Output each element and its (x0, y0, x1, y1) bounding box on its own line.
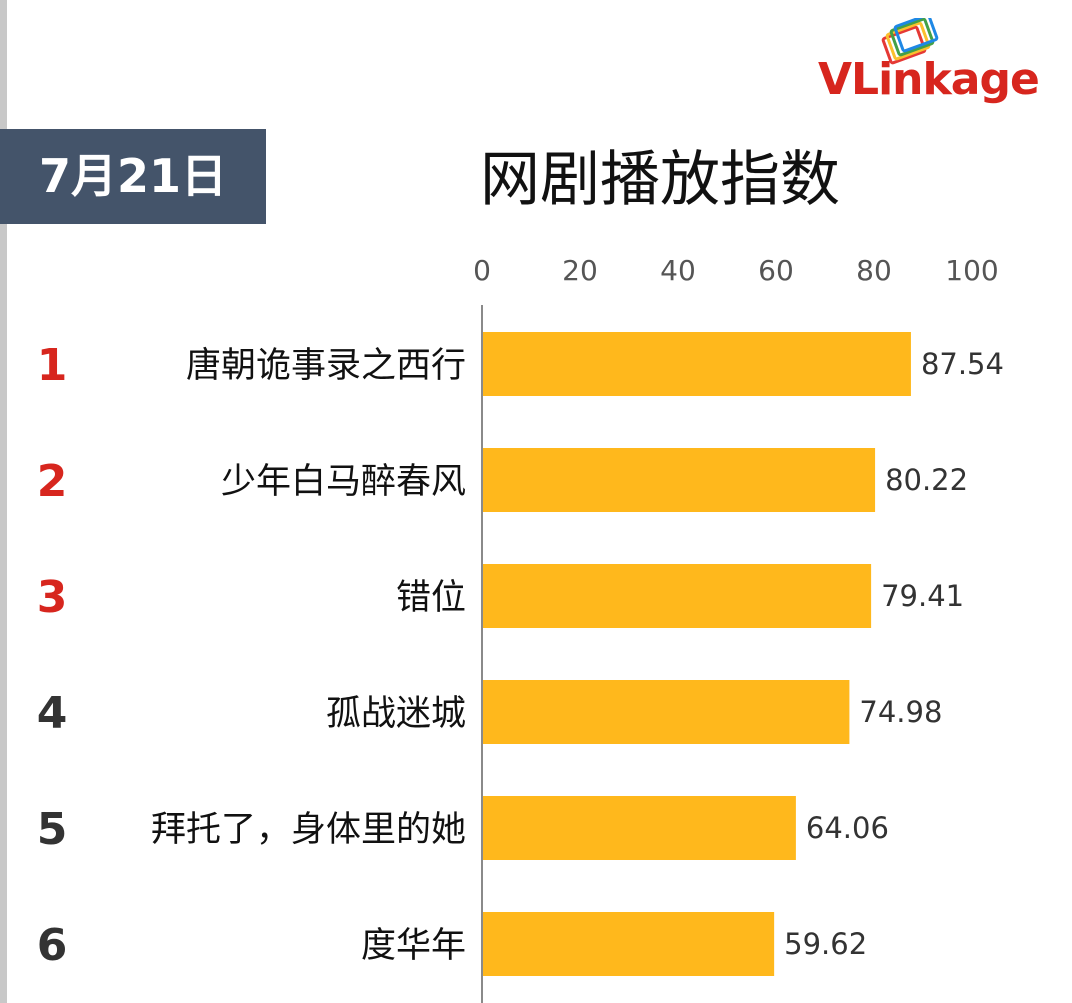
x-tick-label: 80 (856, 254, 892, 287)
category-label: 拜托了，身体里的她 (151, 810, 466, 850)
bar (483, 680, 850, 744)
left-edge-rule (0, 0, 7, 1003)
chart-title: 网剧播放指数 (480, 145, 840, 215)
logo-mark-icon (881, 18, 939, 65)
bar-row: 5 拜托了，身体里的她 64.06 (37, 796, 889, 860)
category-label: 错位 (396, 578, 466, 618)
bar-row: 3 错位 79.41 (37, 564, 964, 628)
rank-number: 5 (37, 804, 68, 855)
bar-row: 4 孤战迷城 74.98 (37, 680, 942, 744)
value-label: 80.22 (885, 463, 968, 497)
bar (483, 332, 911, 396)
bar (483, 796, 796, 860)
rank-number: 3 (37, 572, 68, 623)
vlinkage-logo: VLinkage (818, 18, 1068, 108)
category-label: 唐朝诡事录之西行 (186, 346, 466, 386)
rank-number: 4 (37, 688, 68, 739)
x-tick-label: 20 (562, 254, 598, 287)
bar (483, 912, 775, 976)
x-tick-label: 100 (945, 254, 998, 287)
value-label: 59.62 (784, 927, 867, 961)
rank-number: 2 (37, 456, 68, 507)
bar-row: 1 唐朝诡事录之西行 87.54 (37, 332, 1004, 396)
date-badge: 7月21日 (0, 129, 266, 224)
rank-number: 1 (37, 340, 68, 391)
value-label: 79.41 (881, 579, 964, 613)
value-label: 87.54 (921, 347, 1004, 381)
bar-row: 2 少年白马醉春风 80.22 (37, 448, 968, 512)
rank-number: 6 (37, 920, 68, 971)
category-label: 孤战迷城 (326, 694, 466, 734)
logo-wordmark: VLinkage (818, 54, 1040, 105)
value-label: 74.98 (859, 695, 942, 729)
value-label: 64.06 (806, 811, 889, 845)
category-label: 度华年 (361, 926, 466, 966)
bar (483, 564, 872, 628)
x-tick-label: 40 (660, 254, 696, 287)
category-label: 少年白马醉春风 (221, 462, 466, 502)
x-tick-label: 60 (758, 254, 794, 287)
bar-row: 6 度华年 59.62 (37, 912, 867, 976)
x-tick-label: 0 (473, 254, 491, 287)
bar (483, 448, 876, 512)
